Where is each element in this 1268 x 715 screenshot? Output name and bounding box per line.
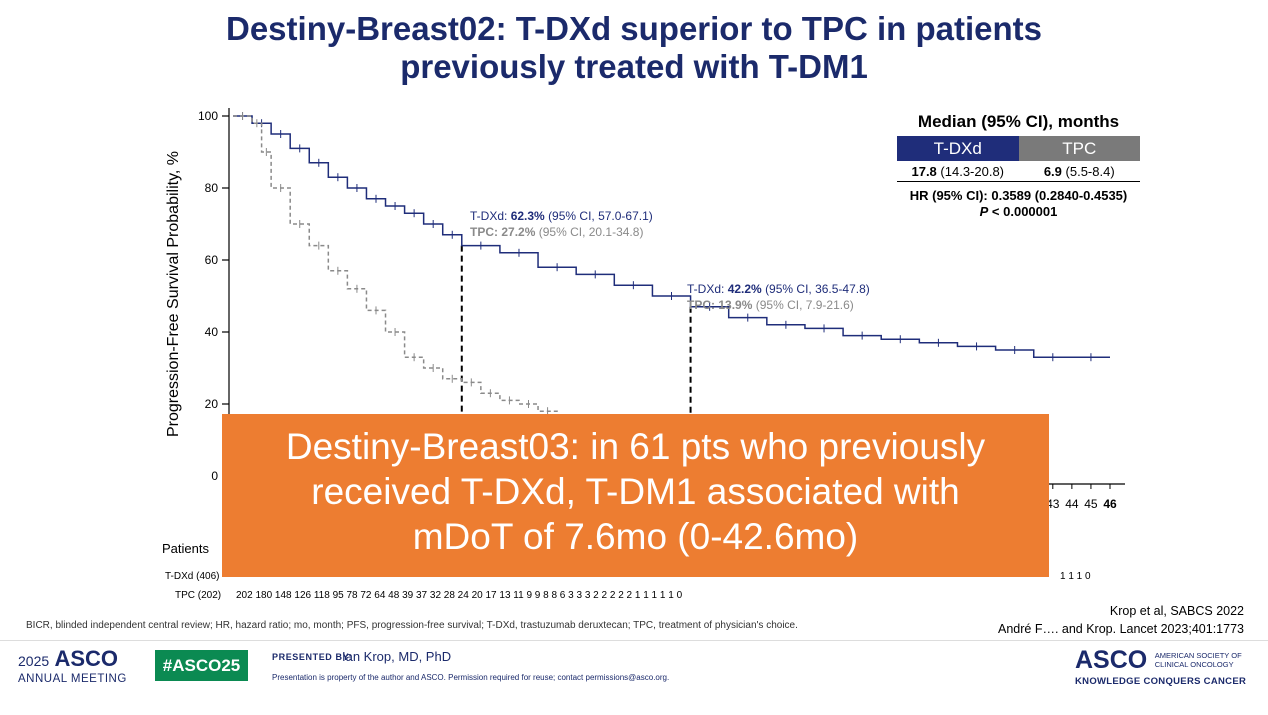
series-line-1 <box>233 115 577 430</box>
tdxd-median-ci: (14.3-20.8) <box>940 164 1005 179</box>
y-tick-label-20: 20 <box>205 397 219 411</box>
x-tick-label-44: 44 <box>1065 497 1079 511</box>
asco-society-logo: ASCO AMERICAN SOCIETY OF CLINICAL ONCOLOG… <box>1075 646 1247 688</box>
callout-line-3: mDoT of 7.6mo (0-42.6mo) <box>412 516 859 557</box>
title-line-1: Destiny-Breast02: T-DXd superior to TPC … <box>226 10 1042 47</box>
ann2-tdxd-ci: (95% CI, 36.5-47.8) <box>765 282 870 296</box>
ann2-tdxd-label: T-DXd: <box>687 282 725 296</box>
ann2-tpc-label: TPC: <box>687 298 715 312</box>
median-table-header: T-DXd TPC <box>897 136 1140 161</box>
callout-line-1: Destiny-Breast03: in 61 pts who previous… <box>285 426 986 467</box>
tpc-median: 6.9 <box>1043 164 1062 179</box>
callout-line-2: received T-DXd, T-DM1 associated with <box>311 471 960 512</box>
asco-wordmark: ASCO <box>1075 646 1148 674</box>
ann2-tpc-ci: (95% CI, 7.9-21.6) <box>755 298 854 312</box>
slide-title: Destiny-Breast02: T-DXd superior to TPC … <box>0 10 1268 86</box>
x-tick-label-46: 46 <box>1103 497 1117 511</box>
median-table-title: Median (95% CI), months <box>917 112 1120 131</box>
y-tick-label-80: 80 <box>205 181 219 195</box>
ann1-tdxd-value: 62.3% <box>510 209 545 223</box>
risk-row-tpc-counts: 202 180 148 126 118 95 78 72 64 48 39 37… <box>236 590 683 601</box>
reference-2: André F…. and Krop. Lancet 2023;401:1773 <box>997 622 1244 636</box>
survival-curves <box>233 112 1110 430</box>
y-tick-label-100: 100 <box>198 109 218 123</box>
x-tick-label-43: 43 <box>1046 497 1060 511</box>
footer-divider <box>0 640 1268 641</box>
y-tick-label-60: 60 <box>205 253 219 267</box>
reference-1: Krop et al, SABCS 2022 <box>1109 604 1244 618</box>
property-notice: Presentation is property of the author a… <box>272 673 670 682</box>
median-table: Median (95% CI), months T-DXd TPC 17.8 (… <box>897 111 1140 220</box>
p-label: P <box>979 204 989 219</box>
y-tick-label-0: 0 <box>211 469 218 483</box>
tpc-median-ci: (5.5-8.4) <box>1065 164 1115 179</box>
ann1-tpc-ci: (95% CI, 20.1-34.8) <box>538 225 644 239</box>
annotation-24mo: T-DXd: 42.2% (95% CI, 36.5-47.8) TPC: 13… <box>687 281 870 313</box>
ann1-tpc-label: TPC: <box>470 225 498 239</box>
median-col-tdxd: T-DXd <box>897 136 1019 161</box>
p-value-line: P < 0.000001 <box>897 204 1140 220</box>
society-name: AMERICAN SOCIETY OF CLINICAL ONCOLOGY <box>1155 651 1242 669</box>
median-col-tpc: TPC <box>1018 136 1140 161</box>
society-line-1: AMERICAN SOCIETY OF <box>1154 651 1242 660</box>
ann1-tpc-value: 27.2% <box>501 225 536 239</box>
society-line-2: CLINICAL ONCOLOGY <box>1154 660 1234 669</box>
title-line-2: previously treated with T-DM1 <box>400 48 868 85</box>
series-line-0 <box>233 115 1110 358</box>
median-values: 17.8 (14.3-20.8) 6.9 (5.5-8.4) <box>897 161 1140 182</box>
y-tick-label-40: 40 <box>205 325 219 339</box>
hazard-ratio: HR (95% CI): 0.3589 (0.2840-0.4535) <box>909 188 1128 203</box>
risk-row-tpc-label: TPC (202) <box>175 590 222 601</box>
logo-year: 2025 <box>18 653 50 669</box>
annotation-12mo: T-DXd: 62.3% (95% CI, 57.0-67.1) TPC: 27… <box>470 208 653 240</box>
y-axis-label: Progression-Free Survival Probability, % <box>165 151 182 437</box>
db03-callout-box: Destiny-Breast03: in 61 pts who previous… <box>222 414 1049 577</box>
abbreviations-footnote: BICR, blinded independent central review… <box>26 620 798 631</box>
p-value: < 0.000001 <box>991 204 1058 219</box>
risk-row-tdxd-label: T-DXd (406) <box>165 571 220 582</box>
ann1-tdxd-ci: (95% CI, 57.0-67.1) <box>548 209 653 223</box>
logo-asco: ASCO <box>54 646 119 671</box>
ann2-tdxd-value: 42.2% <box>727 282 762 296</box>
risk-row-tdxd-tail: 1 1 1 0 <box>1060 571 1091 582</box>
hashtag-badge: #ASCO25 <box>155 650 248 681</box>
asco-annual-meeting-logo: 2025 ASCO ANNUAL MEETING <box>18 648 127 686</box>
tdxd-median: 17.8 <box>911 164 937 179</box>
presenter-name: Ian Krop, MD, PhD <box>342 649 452 664</box>
presented-by-label: PRESENTED BY: <box>272 652 353 662</box>
ann1-tdxd-label: T-DXd: <box>470 209 508 223</box>
asco-tagline: KNOWLEDGE CONQUERS CANCER <box>1075 676 1247 687</box>
ann2-tpc-value: 13.9% <box>718 298 753 312</box>
logo-annual-meeting: ANNUAL MEETING <box>18 673 127 685</box>
references: Krop et al, SABCS 2022 André F…. and Kro… <box>998 602 1244 638</box>
patients-at-risk-label: Patients <box>162 541 209 556</box>
x-tick-label-45: 45 <box>1084 497 1098 511</box>
